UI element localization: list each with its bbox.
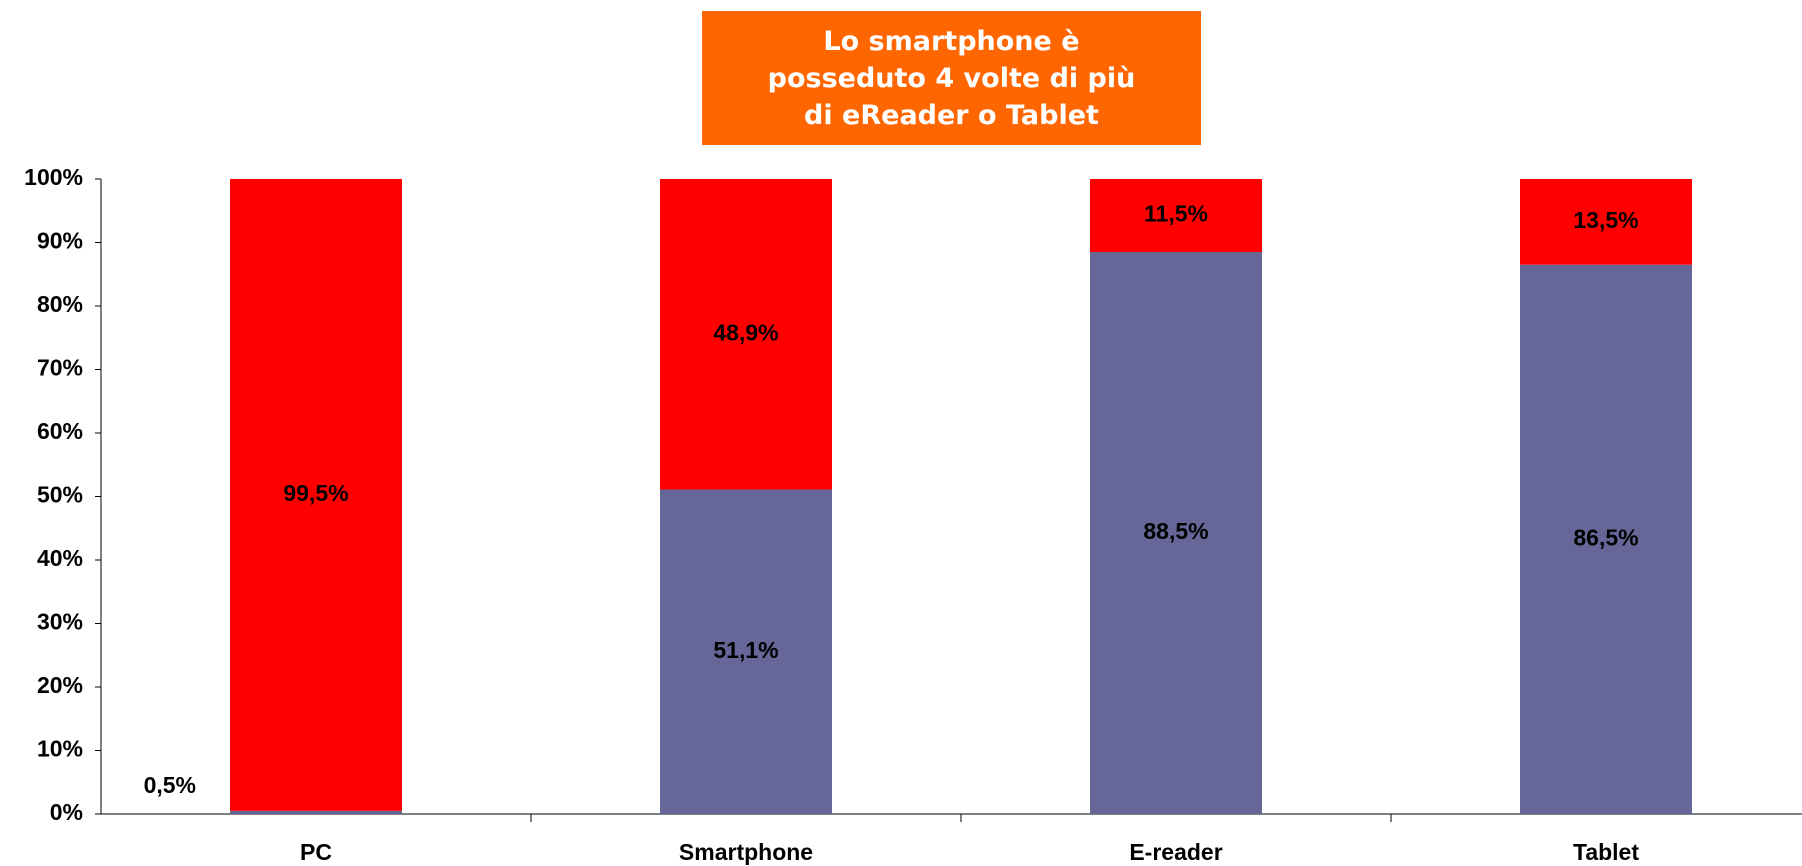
value-label: 86,5% xyxy=(1573,524,1638,550)
bar-segment xyxy=(230,179,402,811)
bar-segment xyxy=(660,489,832,814)
x-tick-label: Tablet xyxy=(1573,839,1639,865)
y-tick-label: 30% xyxy=(37,609,83,635)
x-tick-label: E-reader xyxy=(1129,839,1222,865)
value-label: 99,5% xyxy=(283,480,348,506)
y-tick-label: 40% xyxy=(37,545,83,571)
y-tick-label: 70% xyxy=(37,355,83,381)
bar-segment xyxy=(1090,252,1262,814)
value-label: 51,1% xyxy=(713,637,778,663)
bar-segment xyxy=(230,810,402,814)
y-tick-label: 80% xyxy=(37,291,83,317)
y-tick-label: 90% xyxy=(37,228,83,254)
value-label: 88,5% xyxy=(1143,518,1208,544)
value-label: 0,5% xyxy=(144,772,196,798)
y-tick-label: 10% xyxy=(37,736,83,762)
bar-segment xyxy=(1520,264,1692,815)
y-tick-label: 100% xyxy=(24,164,83,190)
value-label: 11,5% xyxy=(1144,201,1208,227)
value-label: 48,9% xyxy=(713,319,778,345)
y-tick-label: 20% xyxy=(37,672,83,698)
x-tick-label: PC xyxy=(300,839,332,865)
y-tick-label: 60% xyxy=(37,418,83,444)
x-tick-label: Smartphone xyxy=(679,839,813,865)
bar-segment xyxy=(1090,179,1262,253)
y-tick-label: 0% xyxy=(50,799,83,825)
bar-segment xyxy=(1520,179,1692,265)
y-tick-label: 50% xyxy=(37,482,83,508)
chart-title: Lo smartphone è posseduto 4 volte di più… xyxy=(702,11,1201,145)
bar-segment xyxy=(660,179,832,490)
value-label: 13,5% xyxy=(1573,207,1638,233)
